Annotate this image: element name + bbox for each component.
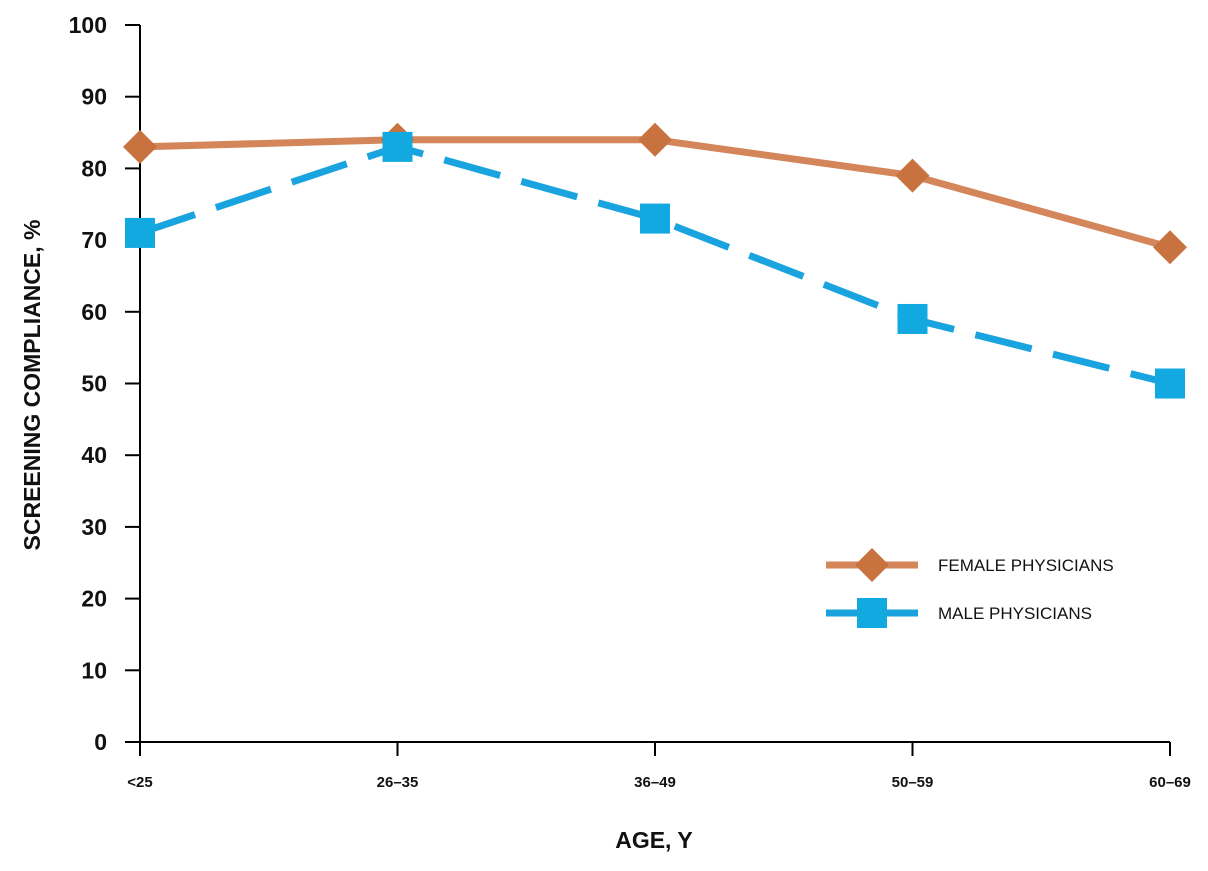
data-point: [123, 129, 157, 164]
legend-marker: [857, 598, 887, 628]
x-tick-label: 26–35: [377, 774, 419, 791]
y-tick-label: 70: [81, 227, 107, 253]
y-tick-label: 80: [81, 155, 107, 181]
y-tick-label: 60: [81, 299, 107, 325]
data-point: [638, 122, 672, 157]
y-tick-label: 10: [81, 657, 107, 683]
legend-item: FEMALE PHYSICIANS: [826, 548, 1114, 582]
legend-item: MALE PHYSICIANS: [826, 598, 1092, 628]
series-line: [138, 143, 1171, 387]
y-tick-label: 20: [81, 586, 107, 612]
y-tick-label: 40: [81, 442, 107, 468]
x-tick-label: 36–49: [634, 774, 676, 791]
y-tick-label: 30: [81, 514, 107, 540]
x-axis-title: AGE, Y: [615, 827, 693, 853]
y-tick-label: 0: [94, 729, 107, 755]
series-lines: [123, 122, 1187, 399]
y-axis-ticks: 0 10 20 30 40 50 60 70 80 90 100: [69, 12, 140, 755]
x-axis-ticks: <25 26–35 36–49 50–59 60–69: [127, 742, 1191, 791]
data-point: [897, 303, 928, 334]
y-tick-label: 100: [69, 12, 107, 38]
legend: FEMALE PHYSICIANS MALE PHYSICIANS: [826, 548, 1114, 628]
axes: 0 10 20 30 40 50 60 70 80 90 100 <25 26–35 36–49 50–5…: [69, 12, 1191, 791]
legend-label: MALE PHYSICIANS: [938, 604, 1092, 623]
y-tick-label: 90: [81, 84, 107, 110]
data-point: [895, 158, 930, 193]
y-tick-label: 50: [81, 371, 107, 397]
data-point: [640, 203, 670, 234]
legend-marker: [855, 548, 889, 582]
y-axis-title: SCREENING COMPLIANCE, %: [19, 220, 45, 551]
legend-label: FEMALE PHYSICIANS: [938, 556, 1114, 575]
data-point: [382, 131, 413, 162]
x-tick-label: 50–59: [892, 774, 934, 791]
x-tick-label: <25: [127, 774, 152, 791]
x-tick-label: 60–69: [1149, 774, 1191, 791]
data-point: [1155, 368, 1185, 399]
data-point: [1153, 230, 1187, 265]
series-2: [125, 131, 1185, 399]
series-1: [123, 122, 1187, 265]
data-point: [125, 217, 155, 248]
